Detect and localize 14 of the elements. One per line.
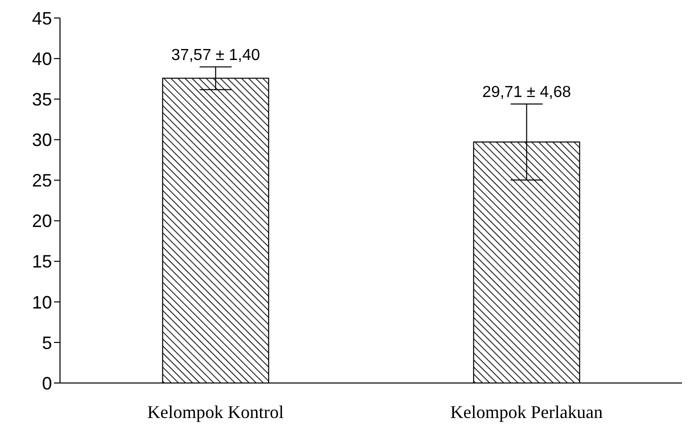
y-tick-label: 45 xyxy=(32,8,52,28)
data-label: 37,57 ± 1,40 xyxy=(171,46,260,64)
y-tick-label: 0 xyxy=(42,373,52,394)
y-tick-label: 40 xyxy=(32,48,52,69)
y-tick-label: 15 xyxy=(32,252,52,272)
y-tick-label: 25 xyxy=(32,170,52,191)
y-tick-label: 30 xyxy=(32,130,52,150)
x-tick-label: Kelompok Perlakuan xyxy=(450,402,603,422)
y-tick-label: 35 xyxy=(32,90,52,110)
data-label: 29,71 ± 4,68 xyxy=(482,84,572,102)
y-tick-label: 10 xyxy=(32,292,52,312)
y-tick-label: 5 xyxy=(42,332,52,353)
x-tick-label: Kelompok Kontrol xyxy=(147,402,284,422)
y-tick-label: 20 xyxy=(32,211,52,232)
